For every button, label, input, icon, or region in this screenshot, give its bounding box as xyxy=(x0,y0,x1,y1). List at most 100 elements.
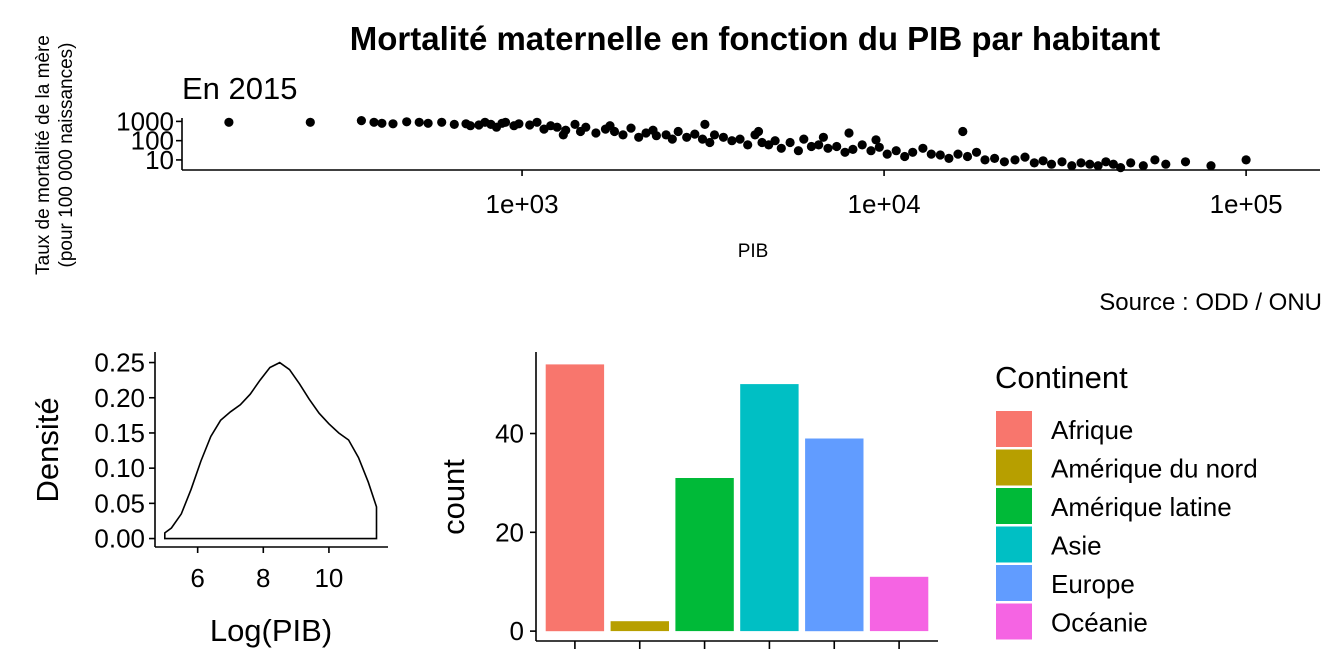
scatter-point xyxy=(1108,159,1118,169)
density-x-tick-label: 6 xyxy=(190,563,204,593)
scatter-point xyxy=(944,153,954,163)
scatter-point xyxy=(709,130,720,140)
bar xyxy=(545,364,605,632)
scatter-point xyxy=(634,132,644,142)
scatter-point xyxy=(753,126,764,137)
legend-label: Amérique latine xyxy=(1051,492,1232,522)
scatter-points xyxy=(224,116,1251,173)
scatter-point xyxy=(1101,157,1111,167)
scatter-point xyxy=(980,155,990,165)
density-x-tick-label: 8 xyxy=(256,563,270,593)
scatter-point xyxy=(591,128,601,138)
scatter-point xyxy=(857,140,867,150)
scatter-point xyxy=(818,132,829,142)
legend-swatch xyxy=(996,488,1032,524)
density-y-tick-label: 0.25 xyxy=(94,348,145,378)
source-caption: Source : ODD / ONU xyxy=(1099,289,1322,316)
scatter-point xyxy=(718,132,729,142)
legend-label: Océanie xyxy=(1051,608,1148,638)
scatter-point xyxy=(990,153,1000,163)
scatter-point xyxy=(840,147,850,157)
density-y-ticks: 0.00 0.05 0.10 0.15 0.20 0.25 xyxy=(94,348,155,554)
scatter-point xyxy=(305,117,315,127)
scatter-point xyxy=(356,116,366,126)
scatter-title: Mortalité maternelle en fonction du PIB … xyxy=(350,20,1160,57)
density-y-axis-label: Densité xyxy=(30,397,65,502)
scatter-point xyxy=(369,117,379,127)
scatter-point xyxy=(962,151,973,162)
density-y-axis-label-text: Densité xyxy=(30,397,65,502)
scatter-point xyxy=(727,136,737,146)
legend-swatch xyxy=(996,603,1032,640)
scatter-point xyxy=(532,117,542,127)
scatter-point xyxy=(414,117,424,127)
density-y-tick-label: 0.00 xyxy=(94,524,145,554)
scatter-point xyxy=(848,144,858,154)
scatter-point xyxy=(700,119,710,129)
scatter-point xyxy=(1046,159,1057,169)
legend: Continent Afrique Amérique du nord Amériqu… xyxy=(995,360,1258,640)
scatter-point xyxy=(958,126,968,137)
legend-swatch xyxy=(996,411,1032,447)
scatter-y-tick-label: 1000 xyxy=(116,106,174,136)
scatter-y-tick-label: 100 xyxy=(131,126,174,156)
bar xyxy=(805,438,864,632)
scatter-point xyxy=(926,149,936,159)
scatter-point xyxy=(999,157,1010,167)
scatter-point xyxy=(908,147,918,157)
scatter-point xyxy=(514,119,524,129)
scatter-point xyxy=(1029,158,1039,168)
scatter-point xyxy=(935,150,945,160)
scatter-point xyxy=(1138,161,1148,171)
scatter-point xyxy=(705,137,715,148)
scatter-y-tick-label: 10 xyxy=(145,145,174,175)
scatter-point xyxy=(618,130,628,140)
legend-title: Continent xyxy=(995,360,1128,395)
scatter-x-ticks: 1e+03 1e+04 1e+05 xyxy=(486,170,1283,219)
bar-y-tick-label: 40 xyxy=(495,419,524,449)
scatter-point xyxy=(844,128,854,138)
scatter-y-axis-label: Taux de mortalité de la mère (pour 100 0… xyxy=(33,35,77,275)
bar-y-ticks: 0 20 40 xyxy=(495,419,536,646)
scatter-point xyxy=(1126,158,1136,168)
legend-label: Asie xyxy=(1051,531,1102,561)
scatter-point xyxy=(1085,159,1095,169)
scatter-point xyxy=(581,122,591,132)
legend-label: Afrique xyxy=(1051,415,1133,445)
scatter-point xyxy=(388,119,398,129)
scatter-point xyxy=(690,129,700,139)
scatter-point xyxy=(673,126,683,137)
bar-y-axis-label-text: count xyxy=(436,459,471,535)
scatter-point xyxy=(900,151,910,162)
scatter-point xyxy=(814,140,824,150)
scatter-point xyxy=(785,137,795,148)
scatter-point xyxy=(402,117,412,127)
scatter-point xyxy=(423,118,433,128)
scatter-point xyxy=(799,134,809,144)
scatter-point xyxy=(1161,159,1171,169)
density-x-ticks: 6 8 10 xyxy=(190,547,343,593)
scatter-point xyxy=(823,143,833,153)
scatter-x-tick-label: 1e+03 xyxy=(486,189,559,219)
density-y-tick-label: 0.10 xyxy=(94,453,145,483)
density-curve xyxy=(164,361,378,540)
density-x-tick-label: 10 xyxy=(314,563,343,593)
scatter-point xyxy=(1093,161,1103,171)
scatter-point xyxy=(437,117,447,127)
scatter-point xyxy=(735,134,745,144)
scatter-point xyxy=(465,121,475,131)
scatter-point xyxy=(667,134,677,144)
density-y-tick-label: 0.15 xyxy=(94,418,145,448)
scatter-point xyxy=(525,120,535,130)
scatter-point xyxy=(871,135,881,145)
density-y-tick-label: 0.05 xyxy=(94,488,145,518)
legend-swatch xyxy=(996,526,1032,563)
scatter-point xyxy=(224,117,234,127)
scatter-point xyxy=(697,134,708,144)
scatter-point xyxy=(832,141,842,152)
scatter-point xyxy=(743,140,753,150)
scatter-point xyxy=(641,128,651,138)
scatter-subtitle: En 2015 xyxy=(182,71,298,106)
